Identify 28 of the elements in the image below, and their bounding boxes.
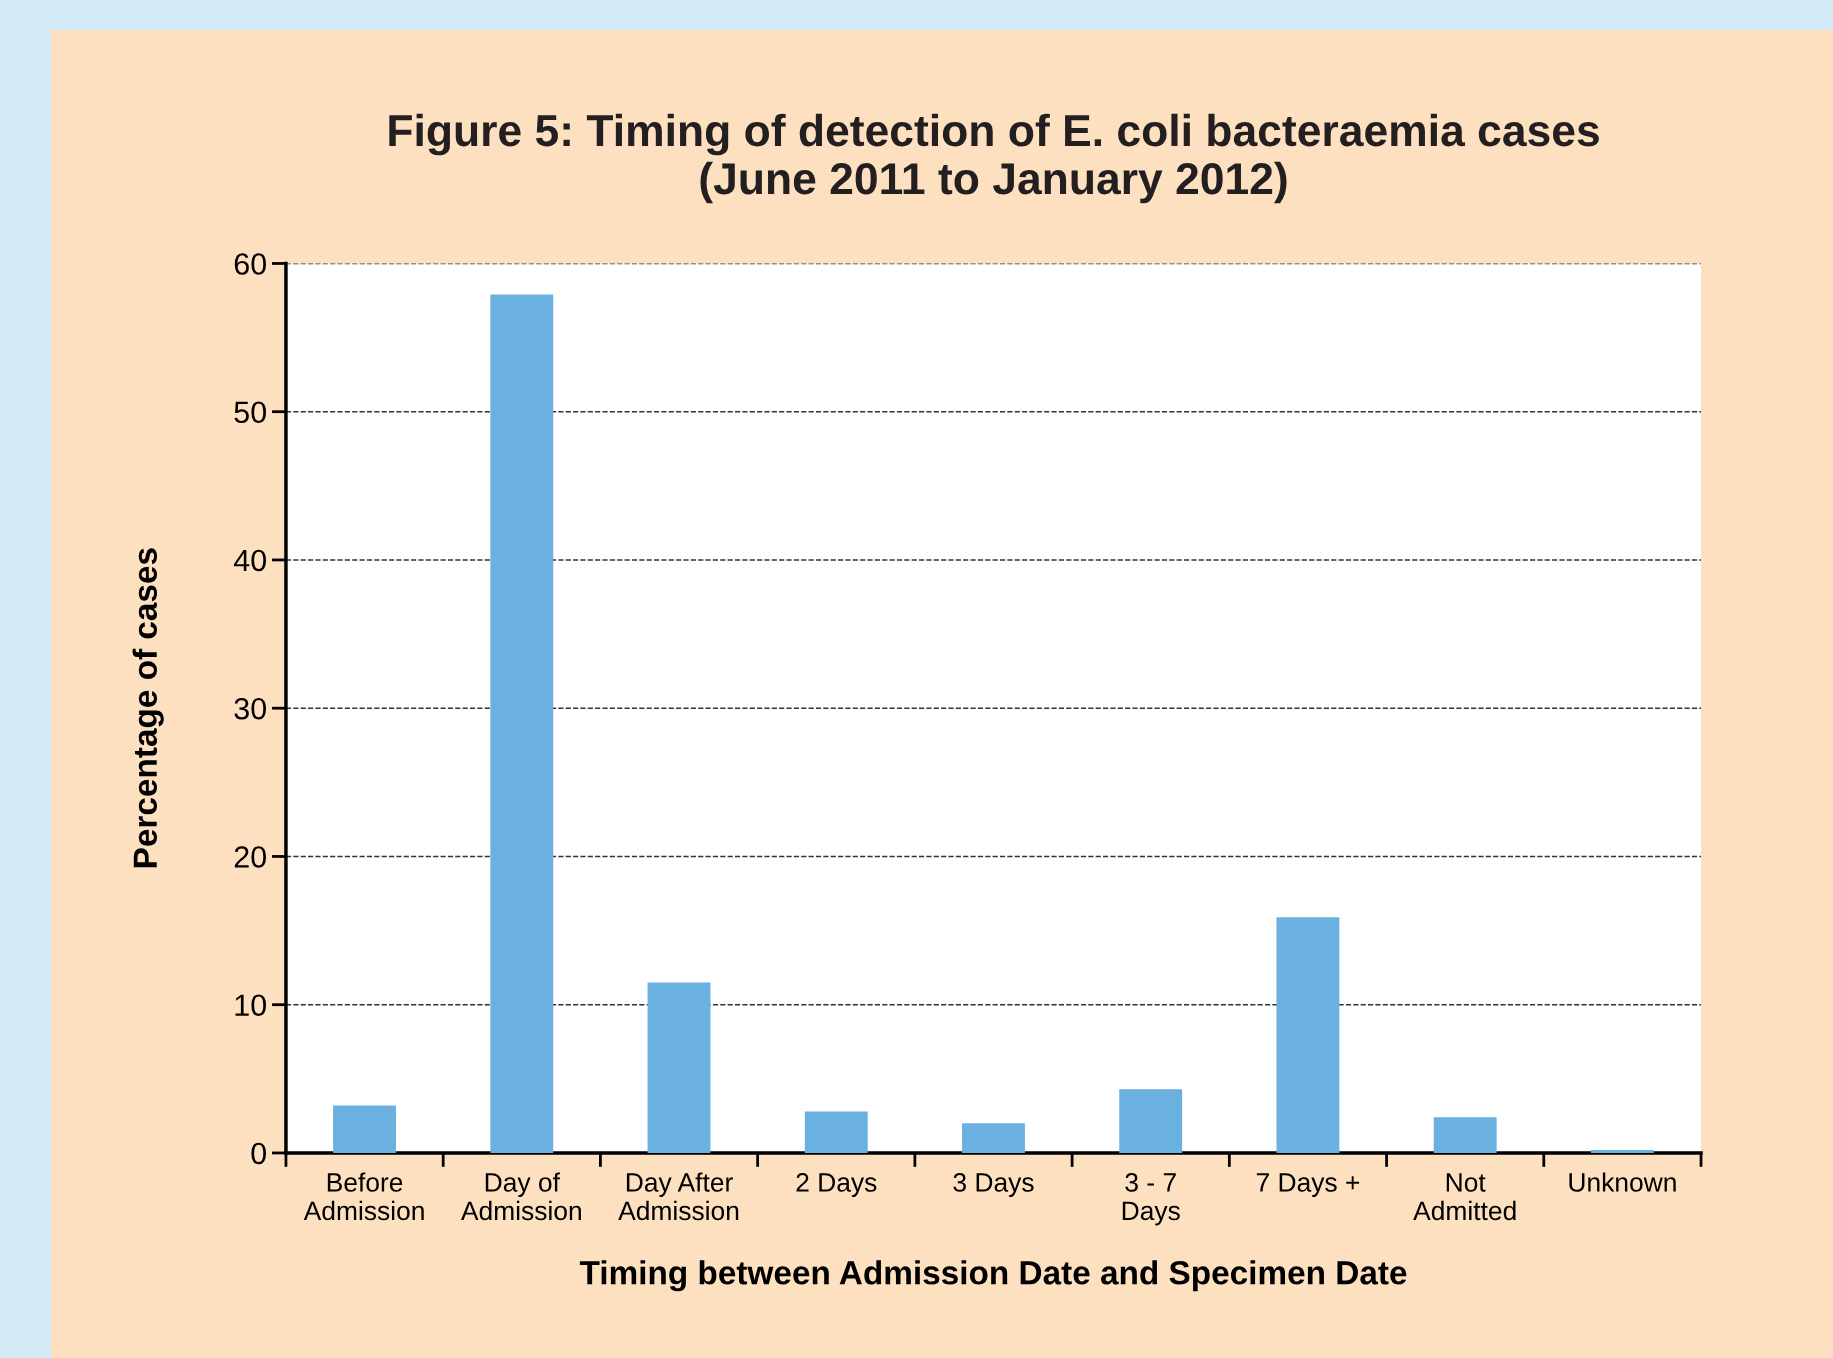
bar — [1119, 1089, 1183, 1153]
chart-title: Figure 5: Timing of detection of E. coli bacteraemia cases (June 2011 to January 2012) — [389, 113, 1599, 204]
bar — [333, 1105, 397, 1153]
y-tick-label: 60 — [234, 253, 267, 275]
x-tick-label: 7 Days + — [1256, 1173, 1360, 1197]
x-tick-label: Day After Admission — [618, 1172, 739, 1221]
y-tick-label: 40 — [233, 549, 267, 572]
x-axis-title: Timing between Admission Date and Specimen Date — [579, 1260, 1407, 1292]
bar — [804, 1111, 868, 1153]
y-tick-label: 50 — [234, 401, 267, 424]
x-tick-label: Unknown — [1569, 1172, 1676, 1192]
bar — [1433, 1117, 1497, 1153]
x-tick-label: Day of Admission — [460, 1172, 581, 1221]
x-tick-label: Before Admission — [303, 1172, 424, 1221]
x-tick-label: 3 Days — [953, 1173, 1034, 1197]
y-axis-title: Percentage of cases — [132, 548, 164, 868]
bar — [1590, 1149, 1654, 1153]
bar — [490, 294, 554, 1153]
y-tick-label: 30 — [234, 697, 267, 720]
bar — [962, 1123, 1025, 1153]
y-tick-label: 10 — [235, 994, 267, 1017]
y-tick-label: 20 — [234, 846, 267, 868]
x-tick-label: Not Admitted — [1413, 1173, 1516, 1221]
x-tick-label: 2 Days — [796, 1173, 877, 1197]
x-tick-label: 3 - 7 Days — [1122, 1173, 1180, 1226]
bar — [1276, 917, 1340, 1153]
y-tick-label: 0 — [251, 1142, 266, 1165]
bar — [647, 982, 711, 1153]
